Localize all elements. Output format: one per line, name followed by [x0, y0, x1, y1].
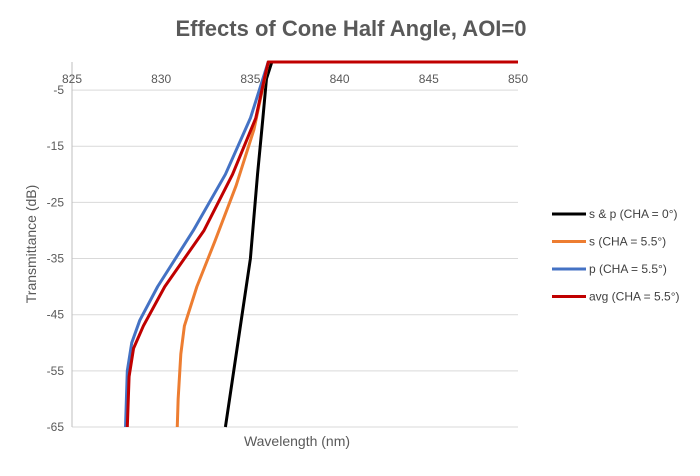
x-axis-title: Wavelength (nm)	[244, 433, 350, 449]
tick-layer: -5 -15 -25 -35 -45 -55 -65 825 830 835 840 845 850	[47, 72, 529, 434]
legend-label-0: s & p (CHA = 0°)	[589, 207, 678, 221]
y-tick-label-4: -45	[47, 308, 65, 322]
y-tick-label-6: -65	[47, 420, 65, 434]
x-tick-label-0: 825	[62, 72, 82, 86]
y-tick-label-5: -55	[47, 364, 65, 378]
legend: s & p (CHA = 0°) s (CHA = 5.5°) p (CHA = 5…	[552, 207, 680, 304]
x-tick-label-4: 845	[419, 72, 439, 86]
x-tick-label-2: 835	[240, 72, 260, 86]
y-tick-label-1: -15	[47, 139, 65, 153]
series-line-1	[175, 60, 518, 428]
series-layer	[124, 60, 518, 428]
grid-layer	[72, 89, 518, 428]
legend-label-3: avg (CHA = 5.5°)	[589, 290, 680, 304]
legend-label-2: p (CHA = 5.5°)	[589, 262, 667, 276]
series-line-2	[124, 60, 518, 428]
y-tick-label-2: -25	[47, 195, 65, 209]
x-tick-label-5: 850	[508, 72, 528, 86]
x-tick-label-3: 840	[330, 72, 350, 86]
y-tick-label-0: -5	[53, 83, 64, 97]
x-tick-label-1: 830	[151, 72, 171, 86]
series-line-0	[223, 60, 518, 428]
series-line-3	[125, 60, 518, 428]
y-axis-title: Transmittance (dB)	[23, 185, 39, 304]
legend-label-1: s (CHA = 5.5°)	[589, 235, 666, 249]
y-tick-label-3: -35	[47, 252, 65, 266]
chart-title: Effects of Cone Half Angle, AOI=0	[175, 16, 526, 41]
